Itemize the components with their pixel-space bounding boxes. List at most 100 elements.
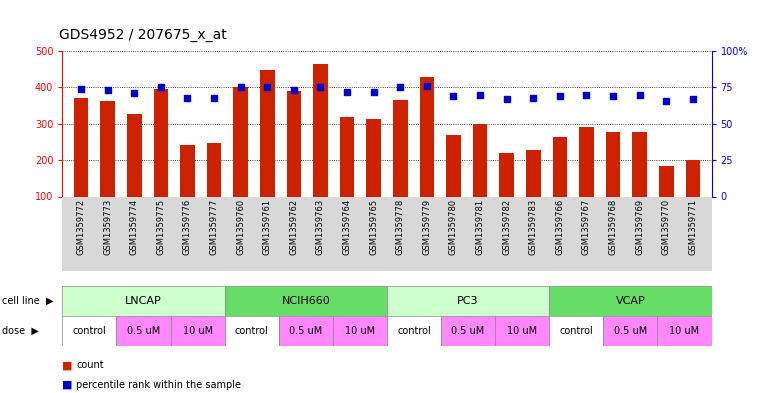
Point [634, 92, 646, 98]
Text: GSM1359762: GSM1359762 [289, 199, 298, 255]
Text: PC3: PC3 [457, 296, 479, 306]
Bar [495, 316, 549, 346]
Bar [279, 316, 333, 346]
Text: GSM1359765: GSM1359765 [369, 199, 378, 255]
Bar [446, 135, 461, 233]
Bar [526, 150, 540, 233]
Text: GSM1359769: GSM1359769 [635, 199, 645, 255]
Text: 10 uM: 10 uM [507, 326, 537, 336]
Bar [260, 70, 275, 233]
Bar [224, 316, 279, 346]
Point [607, 93, 619, 99]
Text: 10 uM: 10 uM [345, 326, 375, 336]
Text: GSM1359777: GSM1359777 [209, 199, 218, 255]
Text: control: control [559, 326, 593, 336]
Bar [339, 117, 355, 233]
Bar [606, 132, 620, 233]
Bar [659, 166, 673, 233]
Point [314, 84, 326, 90]
Bar [333, 316, 387, 346]
Text: LNCAP: LNCAP [125, 296, 162, 306]
Bar [100, 101, 115, 233]
Point [101, 87, 113, 94]
Text: GSM1359768: GSM1359768 [609, 199, 618, 255]
Bar [116, 316, 170, 346]
Point [75, 86, 87, 92]
Bar [366, 119, 381, 233]
Text: GSM1359773: GSM1359773 [103, 199, 112, 255]
Bar [62, 316, 116, 346]
Point [581, 92, 593, 98]
Text: 10 uM: 10 uM [183, 326, 213, 336]
Bar [441, 316, 495, 346]
Bar [127, 114, 142, 233]
Text: GSM1359775: GSM1359775 [156, 199, 165, 255]
Bar [170, 316, 224, 346]
Bar [579, 127, 594, 233]
Bar [287, 91, 301, 233]
Bar [387, 316, 441, 346]
Bar [154, 88, 168, 233]
Text: GDS4952 / 207675_x_at: GDS4952 / 207675_x_at [59, 28, 226, 42]
Text: GSM1359776: GSM1359776 [183, 199, 192, 255]
Text: 0.5 uM: 0.5 uM [451, 326, 485, 336]
Text: cell line  ▶: cell line ▶ [2, 296, 53, 306]
Point [341, 89, 353, 95]
Text: GSM1359782: GSM1359782 [502, 199, 511, 255]
Text: ■: ■ [62, 360, 73, 371]
Text: 0.5 uM: 0.5 uM [289, 326, 323, 336]
Text: GSM1359766: GSM1359766 [556, 199, 565, 255]
Bar [387, 286, 549, 316]
Text: GSM1359778: GSM1359778 [396, 199, 405, 255]
Point [128, 90, 140, 96]
Text: VCAP: VCAP [616, 296, 645, 306]
Text: GSM1359772: GSM1359772 [77, 199, 85, 255]
Text: GSM1359783: GSM1359783 [529, 199, 538, 255]
Bar [632, 132, 647, 233]
Text: GSM1359767: GSM1359767 [582, 199, 591, 255]
Point [234, 84, 247, 90]
Text: GSM1359779: GSM1359779 [422, 199, 431, 255]
Text: GSM1359770: GSM1359770 [662, 199, 670, 255]
Text: GSM1359764: GSM1359764 [342, 199, 352, 255]
Point [447, 93, 460, 99]
Text: 0.5 uM: 0.5 uM [127, 326, 160, 336]
Text: dose  ▶: dose ▶ [2, 326, 38, 336]
Text: GSM1359781: GSM1359781 [476, 199, 485, 255]
Point [394, 84, 406, 90]
Text: GSM1359771: GSM1359771 [689, 199, 697, 255]
Text: 10 uM: 10 uM [670, 326, 699, 336]
Bar [499, 153, 514, 233]
Point [661, 97, 673, 104]
Point [288, 87, 300, 94]
Point [208, 94, 220, 101]
Bar [180, 145, 195, 233]
Bar [549, 286, 712, 316]
Text: GSM1359761: GSM1359761 [263, 199, 272, 255]
Point [474, 92, 486, 98]
Text: 0.5 uM: 0.5 uM [614, 326, 647, 336]
Bar [549, 316, 603, 346]
Point [687, 96, 699, 102]
Point [527, 94, 540, 101]
Point [154, 84, 167, 90]
Bar [224, 286, 387, 316]
Text: percentile rank within the sample: percentile rank within the sample [76, 380, 241, 390]
Text: ■: ■ [62, 380, 73, 390]
Bar [313, 64, 328, 233]
Point [501, 96, 513, 102]
Text: control: control [397, 326, 431, 336]
Point [181, 94, 193, 101]
Bar [234, 87, 248, 233]
Text: GSM1359774: GSM1359774 [129, 199, 139, 255]
Text: control: control [72, 326, 107, 336]
Point [368, 89, 380, 95]
Point [261, 84, 273, 90]
Bar [207, 143, 221, 233]
Text: count: count [76, 360, 103, 371]
Text: NCIH660: NCIH660 [282, 296, 330, 306]
Text: GSM1359780: GSM1359780 [449, 199, 458, 255]
Point [554, 93, 566, 99]
Bar [393, 100, 408, 233]
Bar [686, 160, 700, 233]
